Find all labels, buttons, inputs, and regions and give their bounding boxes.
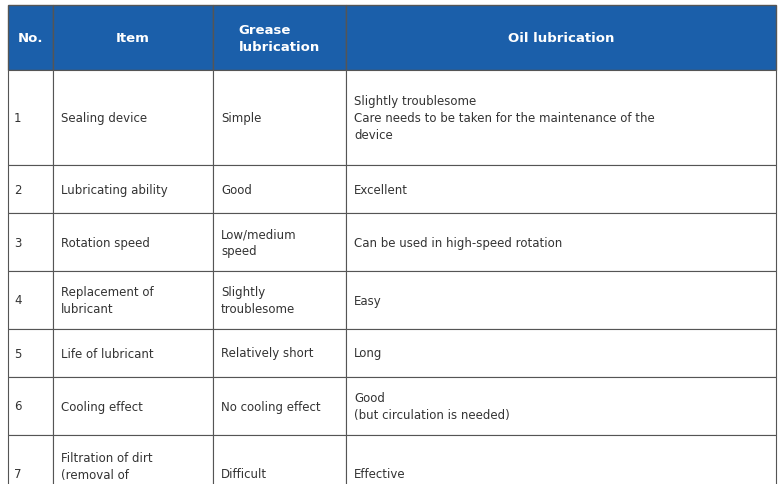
Bar <box>213 272 346 329</box>
Text: 4: 4 <box>14 294 21 307</box>
Text: Easy: Easy <box>354 294 382 307</box>
Text: Excellent: Excellent <box>354 183 408 196</box>
Bar <box>346 213 776 272</box>
Text: Oil lubrication: Oil lubrication <box>508 32 614 45</box>
Bar <box>213 6 346 71</box>
Bar <box>53 329 213 377</box>
Bar <box>346 329 776 377</box>
Bar <box>53 435 213 484</box>
Bar <box>213 213 346 272</box>
Bar <box>53 213 213 272</box>
Text: Good: Good <box>221 183 252 196</box>
Bar <box>8 213 53 272</box>
Bar <box>8 329 53 377</box>
Text: Lubricating ability: Lubricating ability <box>61 183 168 196</box>
Text: 5: 5 <box>14 347 21 360</box>
Bar <box>53 6 213 71</box>
Text: Slightly troublesome
Care needs to be taken for the maintenance of the
device: Slightly troublesome Care needs to be ta… <box>354 95 655 142</box>
Text: Relatively short: Relatively short <box>221 347 314 360</box>
Text: Can be used in high-speed rotation: Can be used in high-speed rotation <box>354 236 562 249</box>
Text: 6: 6 <box>14 400 21 413</box>
Bar <box>213 377 346 435</box>
Text: Slightly
troublesome: Slightly troublesome <box>221 286 296 316</box>
Text: No cooling effect: No cooling effect <box>221 400 321 413</box>
Text: No.: No. <box>18 32 43 45</box>
Text: Difficult: Difficult <box>221 468 267 481</box>
Bar <box>53 272 213 329</box>
Bar <box>8 71 53 166</box>
Text: Life of lubricant: Life of lubricant <box>61 347 154 360</box>
Bar <box>8 272 53 329</box>
Text: 3: 3 <box>14 236 21 249</box>
Bar <box>346 6 776 71</box>
Bar <box>8 435 53 484</box>
Text: Good
(but circulation is needed): Good (but circulation is needed) <box>354 391 510 421</box>
Bar <box>346 377 776 435</box>
Bar <box>8 377 53 435</box>
Text: Item: Item <box>116 32 150 45</box>
Text: Long: Long <box>354 347 383 360</box>
Bar <box>346 435 776 484</box>
Text: 2: 2 <box>14 183 21 196</box>
Text: Low/medium
speed: Low/medium speed <box>221 227 296 257</box>
Text: 1: 1 <box>14 112 21 125</box>
Text: Cooling effect: Cooling effect <box>61 400 143 413</box>
Text: Simple: Simple <box>221 112 261 125</box>
Text: Grease
lubrication: Grease lubrication <box>239 23 320 53</box>
Bar <box>8 6 53 71</box>
Bar <box>53 166 213 213</box>
Bar <box>53 377 213 435</box>
Bar <box>213 166 346 213</box>
Text: Replacement of
lubricant: Replacement of lubricant <box>61 286 154 316</box>
Text: Filtration of dirt
(removal of
contaminants): Filtration of dirt (removal of contamina… <box>61 451 153 484</box>
Bar <box>213 329 346 377</box>
Text: Effective: Effective <box>354 468 405 481</box>
Bar <box>213 71 346 166</box>
Bar <box>346 272 776 329</box>
Bar <box>53 71 213 166</box>
Text: Sealing device: Sealing device <box>61 112 147 125</box>
Bar <box>346 166 776 213</box>
Bar <box>213 435 346 484</box>
Bar <box>346 71 776 166</box>
Text: Rotation speed: Rotation speed <box>61 236 150 249</box>
Bar <box>8 166 53 213</box>
Text: 7: 7 <box>14 468 21 481</box>
